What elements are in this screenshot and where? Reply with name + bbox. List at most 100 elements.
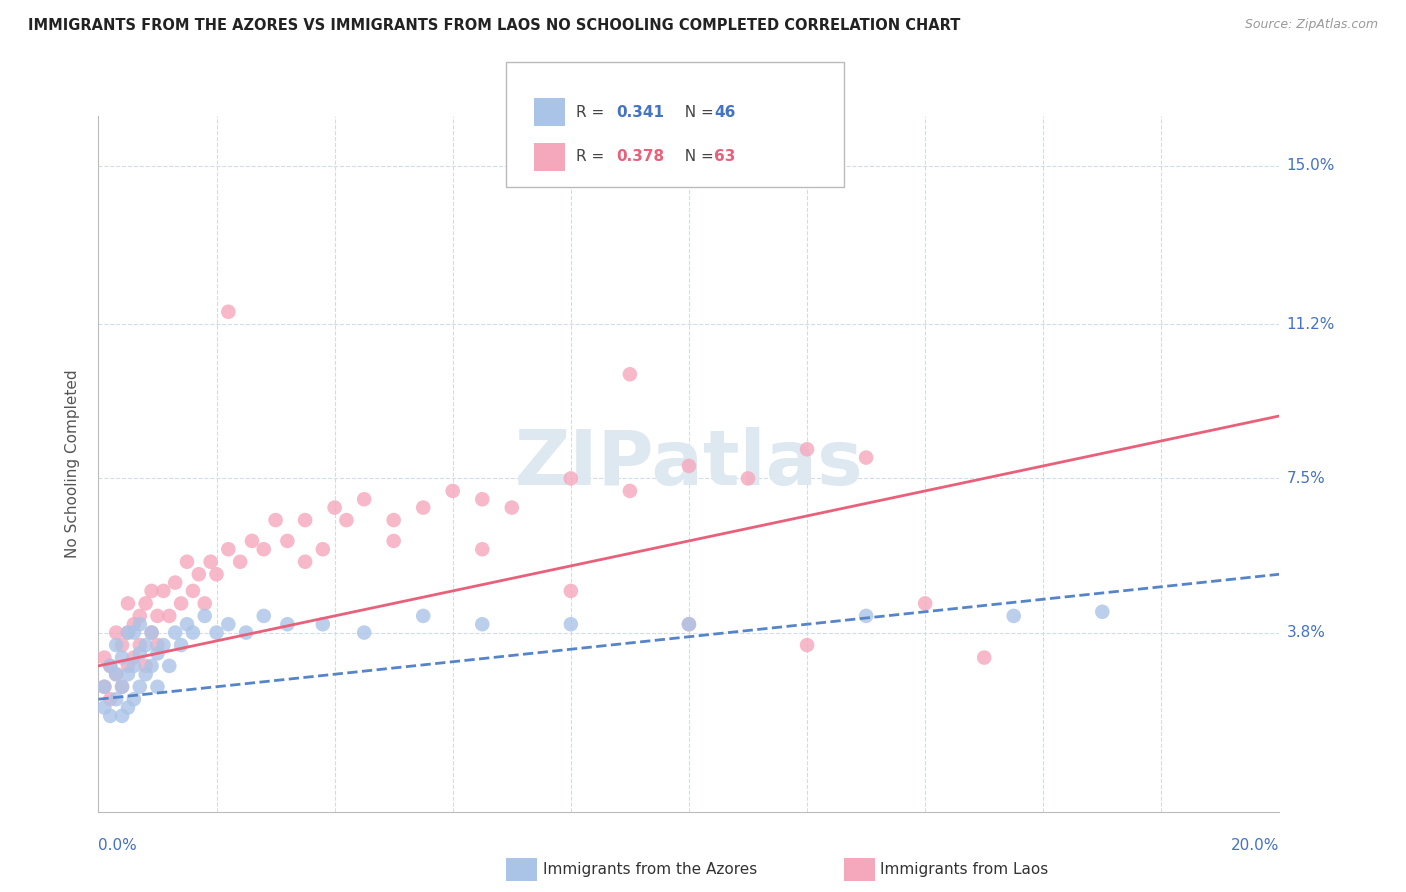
Point [312,542,335,557]
Point [181,583,204,598]
Point [253,608,276,623]
Point [128,608,150,623]
Text: 63: 63 [714,150,735,164]
Point [914,596,936,610]
Point [111,650,134,665]
Point [312,617,335,632]
Point [157,659,180,673]
Point [170,596,193,610]
Text: 7.5%: 7.5% [1286,471,1326,486]
Point [353,492,375,507]
Point [141,625,163,640]
Point [200,555,222,569]
Text: 20.0%: 20.0% [1232,838,1279,854]
Point [111,709,134,723]
Point [117,700,139,714]
Point [117,596,139,610]
Point [240,533,263,548]
Text: 15.0%: 15.0% [1286,159,1334,173]
Point [146,638,169,652]
Point [105,667,128,681]
Text: R =: R = [576,104,610,120]
Text: N =: N = [675,150,718,164]
Point [122,650,145,665]
Point [111,680,134,694]
Point [294,513,316,527]
Point [323,500,346,515]
Point [353,625,375,640]
Point [560,617,582,632]
Point [135,659,157,673]
Point [619,368,641,382]
Point [205,567,228,582]
Point [141,583,163,598]
Point [135,596,157,610]
Point [117,625,139,640]
Text: ZIPatlas: ZIPatlas [515,427,863,500]
Point [501,500,523,515]
Point [471,492,494,507]
Point [382,513,405,527]
Point [181,625,204,640]
Point [194,608,217,623]
Point [98,709,121,723]
Point [229,555,252,569]
Point [105,667,128,681]
Point [194,596,217,610]
Point [335,513,357,527]
Point [117,667,139,681]
Point [678,458,700,473]
Point [1002,608,1025,623]
Point [105,692,128,706]
Point [117,659,139,673]
Point [471,617,494,632]
Point [412,500,434,515]
Text: N =: N = [675,104,718,120]
Point [128,680,150,694]
Text: Source: ZipAtlas.com: Source: ZipAtlas.com [1244,18,1378,31]
Text: 0.341: 0.341 [616,104,664,120]
Point [105,625,128,640]
Point [141,659,163,673]
Point [128,617,150,632]
Point [122,625,145,640]
Point [93,650,115,665]
Point [105,638,128,652]
Point [294,555,316,569]
Text: IMMIGRANTS FROM THE AZORES VS IMMIGRANTS FROM LAOS NO SCHOOLING COMPLETED CORREL: IMMIGRANTS FROM THE AZORES VS IMMIGRANTS… [28,18,960,33]
Point [187,567,209,582]
Point [128,638,150,652]
Point [98,692,121,706]
Point [560,583,582,598]
Point [135,667,157,681]
Text: 0.0%: 0.0% [98,838,138,854]
Point [276,533,298,548]
Point [796,442,818,457]
Text: 0.378: 0.378 [616,150,664,164]
Point [141,625,163,640]
Point [135,638,157,652]
Point [146,647,169,661]
Point [973,650,995,665]
Point [217,617,239,632]
Point [176,617,198,632]
Point [276,617,298,632]
Point [146,680,169,694]
Point [152,638,174,652]
Point [165,625,187,640]
Text: R =: R = [576,150,610,164]
Point [217,305,239,319]
Point [98,659,121,673]
Point [855,450,877,465]
Point [93,680,115,694]
Point [93,680,115,694]
Point [146,608,169,623]
Point [560,471,582,485]
Text: 3.8%: 3.8% [1286,625,1326,640]
Point [111,680,134,694]
Point [93,700,115,714]
Point [441,483,464,498]
Point [152,583,174,598]
Point [1091,605,1114,619]
Point [619,483,641,498]
